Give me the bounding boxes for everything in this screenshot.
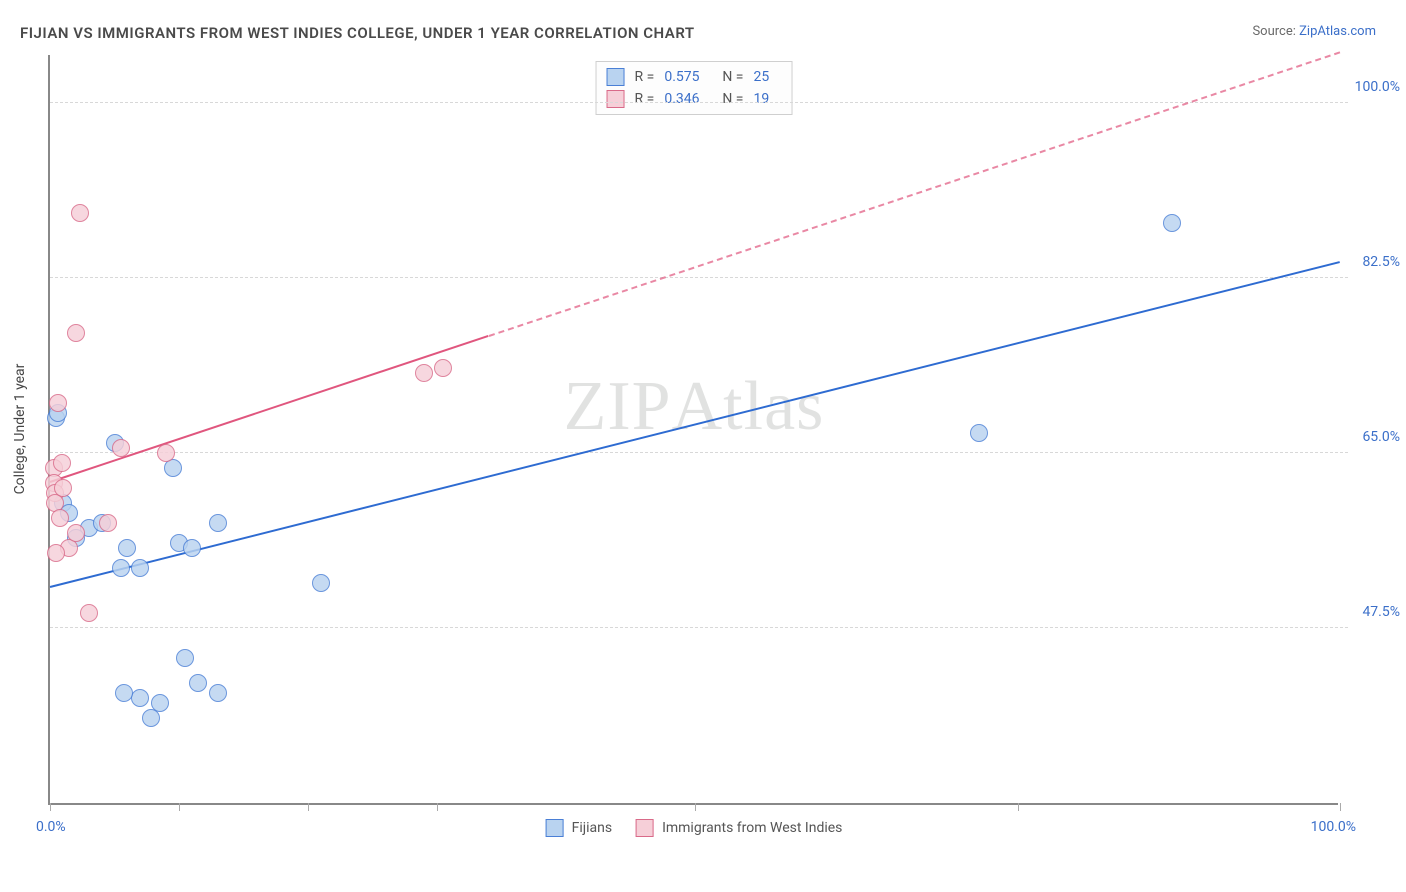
stats-legend: R = 0.575 N = 25 R = 0.346 N = 19 bbox=[596, 61, 793, 115]
scatter-point-fijians bbox=[970, 424, 988, 442]
swatch-icon bbox=[546, 819, 564, 837]
scatter-point-west_indies bbox=[99, 514, 117, 532]
gridline-horizontal bbox=[50, 452, 1348, 453]
gridline-horizontal bbox=[50, 102, 1348, 103]
scatter-point-fijians bbox=[312, 574, 330, 592]
scatter-point-fijians bbox=[131, 559, 149, 577]
scatter-point-west_indies bbox=[54, 479, 72, 497]
y-tick-label: 47.5% bbox=[1362, 604, 1400, 620]
scatter-point-fijians bbox=[112, 559, 130, 577]
scatter-point-fijians bbox=[115, 684, 133, 702]
x-tick bbox=[437, 803, 438, 811]
scatter-point-west_indies bbox=[434, 359, 452, 377]
x-axis-max-label: 100.0% bbox=[1311, 819, 1356, 835]
n-label: N = bbox=[722, 69, 743, 85]
scatter-point-west_indies bbox=[415, 364, 433, 382]
source-label: Source: bbox=[1252, 24, 1295, 39]
scatter-point-west_indies bbox=[51, 509, 69, 527]
scatter-point-west_indies bbox=[49, 394, 67, 412]
y-tick-label: 100.0% bbox=[1355, 79, 1400, 95]
scatter-point-fijians bbox=[183, 539, 201, 557]
series-legend: Fijians Immigrants from West Indies bbox=[546, 819, 843, 837]
gridline-horizontal bbox=[50, 277, 1348, 278]
x-tick bbox=[1018, 803, 1019, 811]
r-value: 0.346 bbox=[664, 91, 712, 107]
scatter-point-fijians bbox=[131, 689, 149, 707]
scatter-point-west_indies bbox=[53, 454, 71, 472]
legend-label: Immigrants from West Indies bbox=[662, 820, 842, 836]
gridline-horizontal bbox=[50, 627, 1348, 628]
swatch-icon bbox=[607, 68, 625, 86]
scatter-point-fijians bbox=[118, 539, 136, 557]
scatter-point-west_indies bbox=[67, 524, 85, 542]
r-value: 0.575 bbox=[664, 69, 712, 85]
scatter-point-west_indies bbox=[112, 439, 130, 457]
scatter-point-west_indies bbox=[47, 544, 65, 562]
scatter-point-fijians bbox=[209, 684, 227, 702]
plot-area: ZIPAtlas College, Under 1 year R =0.575N… bbox=[48, 55, 1338, 805]
trendline-solid-west_indies bbox=[50, 335, 489, 483]
legend-item-fijians: Fijians bbox=[546, 819, 612, 837]
x-tick bbox=[50, 803, 51, 811]
n-value: 19 bbox=[753, 91, 777, 107]
x-tick bbox=[1340, 803, 1341, 811]
scatter-point-fijians bbox=[151, 694, 169, 712]
scatter-point-fijians bbox=[209, 514, 227, 532]
y-tick-label: 82.5% bbox=[1362, 254, 1400, 270]
watermark-atlas: Atlas bbox=[672, 368, 825, 445]
scatter-point-west_indies bbox=[80, 604, 98, 622]
legend-label: Fijians bbox=[572, 820, 612, 836]
scatter-point-west_indies bbox=[157, 444, 175, 462]
y-tick-label: 65.0% bbox=[1362, 429, 1400, 445]
swatch-icon bbox=[636, 819, 654, 837]
n-label: N = bbox=[722, 91, 743, 107]
source-attribution: Source: ZipAtlas.com bbox=[1252, 24, 1376, 39]
scatter-point-fijians bbox=[1163, 214, 1181, 232]
y-axis-title: College, Under 1 year bbox=[12, 364, 28, 495]
x-axis-min-label: 0.0% bbox=[36, 819, 66, 835]
scatter-point-west_indies bbox=[71, 204, 89, 222]
n-value: 25 bbox=[753, 69, 777, 85]
r-label: R = bbox=[635, 69, 655, 85]
scatter-point-fijians bbox=[176, 649, 194, 667]
scatter-point-fijians bbox=[189, 674, 207, 692]
trendline-solid-fijians bbox=[50, 261, 1340, 588]
watermark: ZIPAtlas bbox=[564, 367, 825, 447]
chart-title: FIJIAN VS IMMIGRANTS FROM WEST INDIES CO… bbox=[20, 24, 695, 42]
stats-row-west_indies: R = 0.346 N = 19 bbox=[607, 88, 778, 110]
r-label: R = bbox=[635, 91, 655, 107]
x-tick bbox=[308, 803, 309, 811]
swatch-icon bbox=[607, 90, 625, 108]
chart-container: FIJIAN VS IMMIGRANTS FROM WEST INDIES CO… bbox=[0, 0, 1406, 892]
x-tick bbox=[695, 803, 696, 811]
x-tick bbox=[179, 803, 180, 811]
stats-row-fijians: R = 0.575 N = 25 bbox=[607, 66, 778, 88]
scatter-point-west_indies bbox=[67, 324, 85, 342]
legend-item-west_indies: Immigrants from West Indies bbox=[636, 819, 842, 837]
source-link[interactable]: ZipAtlas.com bbox=[1299, 24, 1376, 39]
